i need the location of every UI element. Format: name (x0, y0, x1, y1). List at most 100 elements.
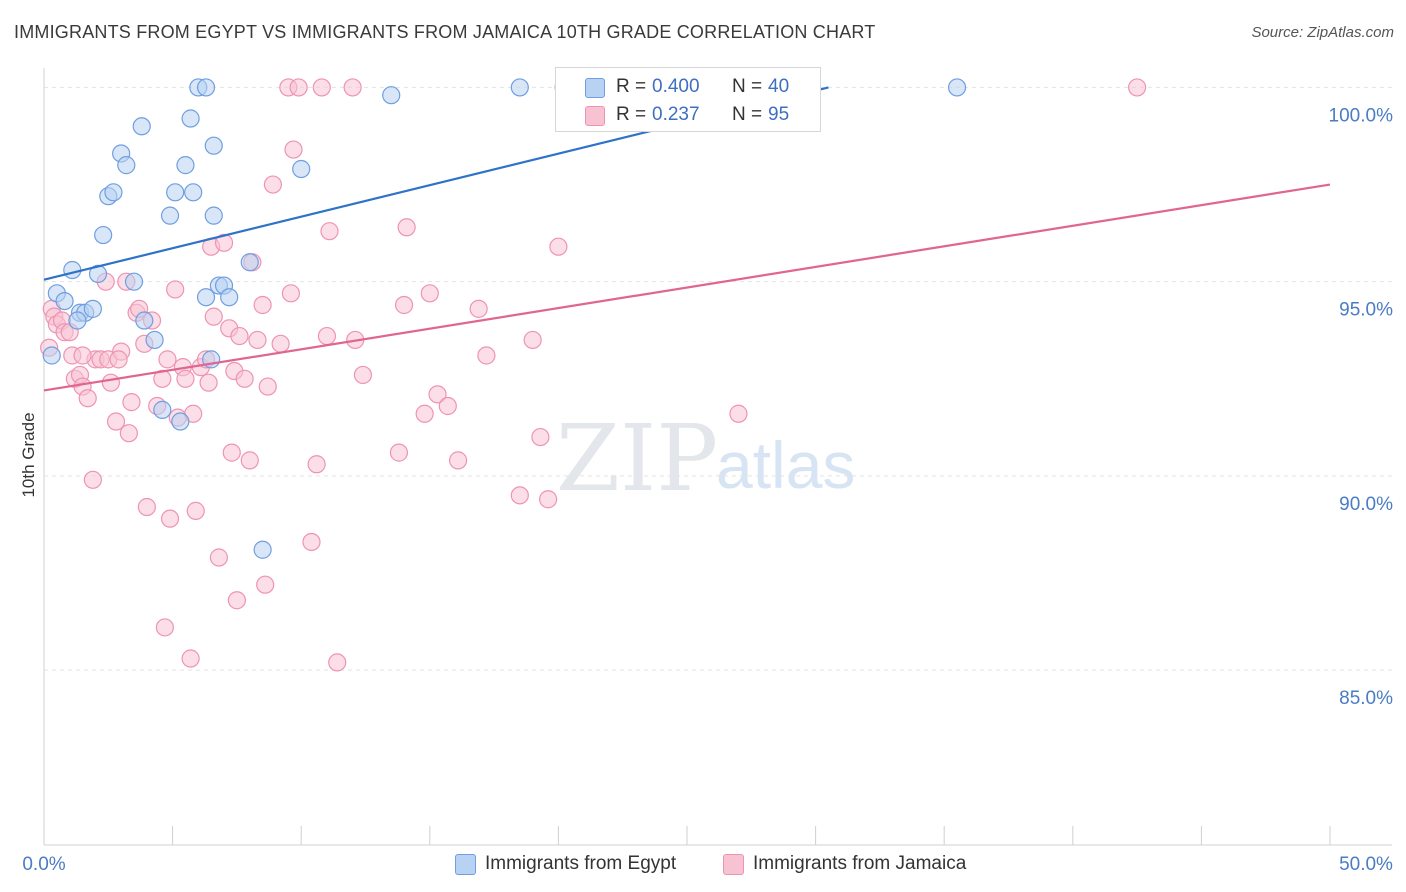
watermark-zip: ZIP (556, 405, 718, 512)
jamaica-point (78, 389, 97, 408)
y-axis-label: 10th Grade (19, 412, 38, 497)
egypt-point (171, 412, 190, 431)
legend-label-jamaica: Immigrants from Jamaica (753, 853, 967, 874)
jamaica-point (227, 591, 246, 610)
jamaica-point (448, 451, 468, 470)
egypt-point (117, 156, 136, 175)
jamaica-point (397, 218, 416, 237)
axes (43, 68, 1392, 846)
watermark-atlas: atlas (716, 428, 855, 502)
legend-label-egypt: Immigrants from Egypt (485, 853, 677, 874)
egypt-point (204, 136, 223, 155)
jamaica-point (176, 369, 195, 388)
jamaica-point (539, 490, 558, 509)
jamaica-point (394, 295, 414, 315)
jamaica-point (222, 443, 241, 462)
jamaica-point (166, 280, 185, 299)
jamaica-point (312, 78, 331, 97)
trendlines (43, 86, 1331, 392)
legend-n-label: N = (732, 104, 763, 125)
jamaica-trendline (43, 183, 1331, 392)
legend-n-label: N = (732, 76, 763, 97)
jamaica-point (389, 443, 409, 462)
egypt-point (132, 117, 151, 136)
y-tick-label: 95.0% (1339, 300, 1393, 321)
legend-n-value: 40 (768, 76, 790, 97)
series-egypt-points (42, 78, 967, 559)
jamaica-point (258, 377, 277, 396)
legend-row-egypt: R = 0.400 N = 40 (556, 72, 820, 102)
egypt-swatch (455, 854, 476, 875)
y-tick-label: 90.0% (1339, 494, 1393, 515)
y-tick-label: 100.0% (1329, 105, 1394, 126)
jamaica-point (160, 509, 180, 528)
legend-n-value: 95 (768, 104, 790, 125)
jamaica-point (155, 618, 174, 637)
jamaica-point (230, 326, 249, 346)
jamaica-point (109, 350, 128, 369)
egypt-point (184, 183, 203, 202)
jamaica-point (328, 653, 347, 672)
jamaica-swatch (723, 854, 744, 875)
jamaica-point (181, 649, 200, 668)
jamaica-point (263, 175, 283, 194)
jamaica-swatch (585, 106, 605, 126)
jamaica-point (235, 369, 254, 388)
jamaica-point (420, 284, 439, 303)
jamaica-point (289, 78, 308, 97)
jamaica-point (240, 451, 259, 470)
watermark: ZIP atlas (556, 405, 855, 512)
jamaica-point (1127, 78, 1147, 97)
jamaica-point (158, 350, 177, 369)
jamaica-point (253, 295, 272, 315)
jamaica-point (153, 369, 172, 388)
jamaica-point (83, 470, 102, 489)
egypt-point (55, 292, 74, 311)
jamaica-point (428, 385, 447, 404)
jamaica-point (271, 334, 290, 353)
egypt-point (253, 540, 272, 559)
egypt-point (196, 78, 216, 97)
egypt-point (145, 330, 164, 350)
tick-labels: 85.0% 90.0% 95.0% 100.0% 0.0% 50.0% (22, 105, 1393, 875)
x-tick-label: 50.0% (1339, 854, 1393, 875)
egypt-point (166, 183, 185, 202)
legend-row-jamaica: R = 0.237 N = 95 (556, 100, 820, 130)
egypt-point (510, 78, 529, 97)
jamaica-point (214, 233, 234, 252)
egypt-point (153, 400, 172, 419)
jamaica-point (307, 455, 326, 474)
legend-r-label: R = (616, 76, 647, 97)
jamaica-point (531, 427, 550, 447)
egypt-point (104, 183, 123, 202)
legend-r-value: 0.237 (652, 104, 700, 125)
jamaica-point (729, 404, 748, 423)
jamaica-point (137, 497, 156, 517)
legend-r-label: R = (616, 104, 647, 125)
chart-title: IMMIGRANTS FROM EGYPT VS IMMIGRANTS FROM… (14, 22, 876, 42)
jamaica-point (119, 424, 138, 443)
jamaica-point (469, 299, 488, 318)
source-credit: Source: ZipAtlas.com (1251, 24, 1394, 41)
egypt-swatch (585, 78, 605, 98)
egypt-point (220, 288, 239, 307)
jamaica-point (256, 575, 275, 594)
jamaica-point (248, 330, 267, 350)
jamaica-point (204, 307, 223, 326)
egypt-point (240, 253, 259, 272)
egypt-point (135, 311, 154, 330)
jamaica-point (284, 140, 303, 159)
egypt-point (83, 299, 102, 318)
jamaica-point (73, 346, 92, 365)
series-jamaica-points (40, 78, 1147, 672)
egypt-point (176, 156, 195, 175)
egypt-point (63, 260, 82, 280)
y-tick-label: 85.0% (1339, 688, 1393, 709)
jamaica-point (477, 346, 496, 365)
stats-legend: R = 0.400 N = 40 R = 0.237 N = 95 (555, 67, 821, 132)
jamaica-point (343, 78, 362, 97)
jamaica-point (415, 404, 434, 423)
egypt-point (94, 225, 113, 245)
legend-r-value: 0.400 (652, 76, 700, 97)
egypt-point (42, 346, 61, 365)
